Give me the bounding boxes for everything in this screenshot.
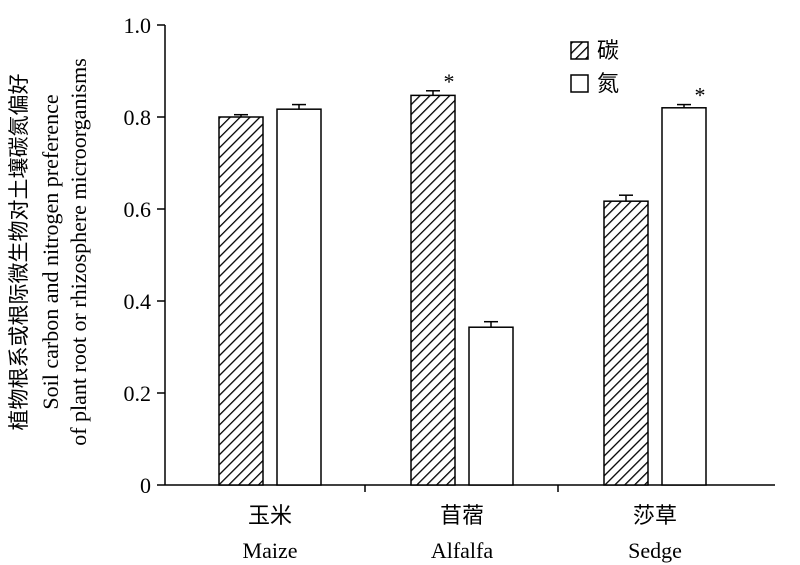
x-category-label-english: Sedge (628, 538, 682, 563)
y-tick-label: 0.4 (124, 289, 152, 314)
y-tick-label: 0.6 (124, 197, 152, 222)
y-axis-title-english-line2: of plant root or rhizosphere microorgani… (66, 58, 91, 446)
axes: 0 0.2 0.4 0.6 0.8 1.0 玉米 Maize 苜蓿 Alfalfa 莎草 Sedge (124, 13, 775, 563)
legend-label: 碳 (597, 39, 619, 64)
y-tick-label: 0 (140, 473, 151, 498)
bars-group: ** (218, 69, 707, 486)
bar (218, 116, 264, 486)
legend-swatch (570, 74, 589, 93)
y-tick-label: 0.2 (124, 381, 152, 406)
significance-marker: * (695, 83, 706, 108)
y-axis-title-english-line1: Soil carbon and nitrogen preference (38, 94, 63, 409)
x-category-label-chinese: 玉米 (248, 504, 292, 529)
x-category-label-english: Alfalfa (431, 538, 494, 563)
legend-swatch (570, 41, 589, 60)
y-tick-label: 1.0 (124, 13, 152, 38)
y-axis-title-chinese: 植物根系或根际微生物对土壤碳氮偏好 (7, 74, 31, 431)
bar (468, 326, 514, 486)
legend-label: 氮 (597, 72, 619, 97)
x-category-label-chinese: 苜蓿 (440, 504, 484, 529)
bar (603, 200, 649, 486)
y-tick-label: 0.8 (124, 105, 152, 130)
significance-marker: * (444, 69, 455, 94)
legend: 碳氮 (570, 39, 619, 97)
bar (661, 107, 707, 486)
bar (276, 108, 322, 486)
bar (410, 94, 456, 486)
x-category-label-english: Maize (243, 538, 298, 563)
x-category-label-chinese: 莎草 (633, 504, 677, 529)
